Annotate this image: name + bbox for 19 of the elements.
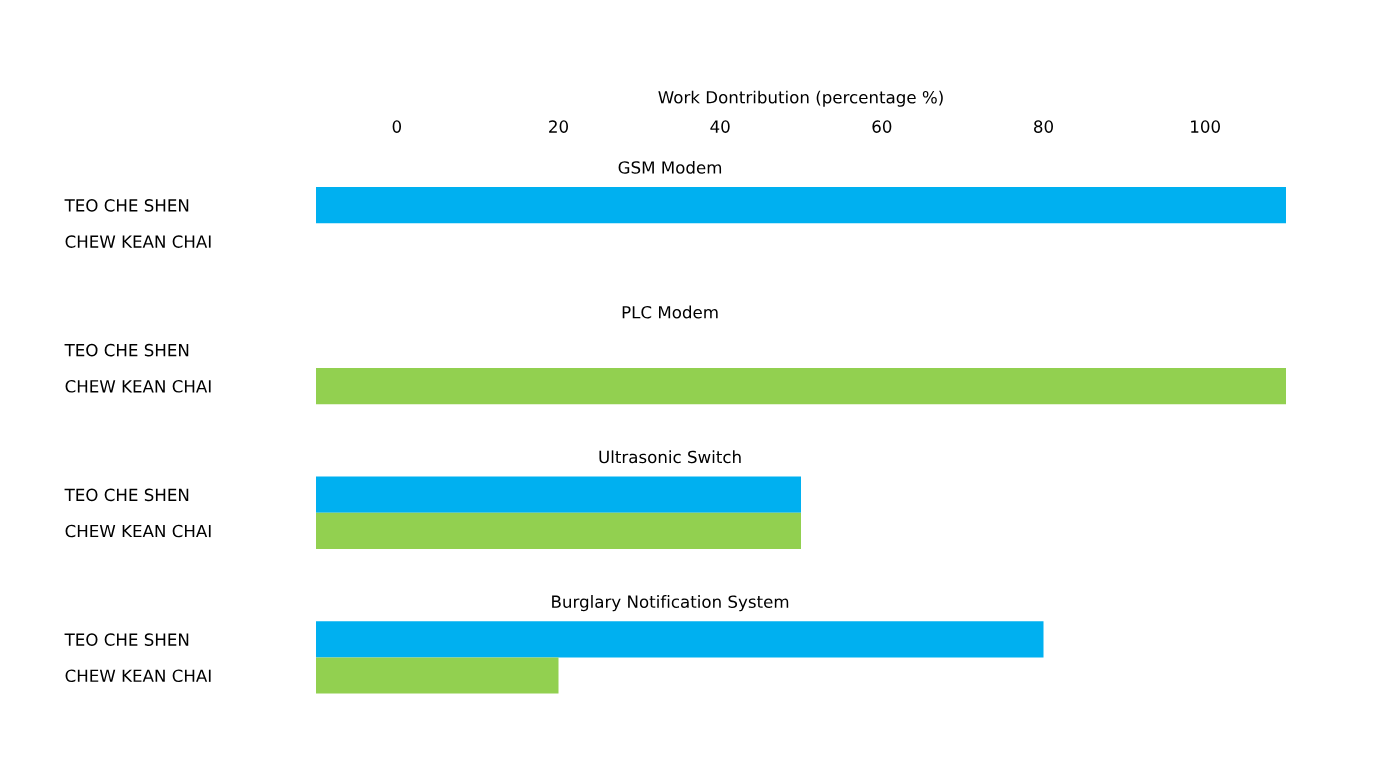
annotation: GSM Modem [618,160,722,174]
y-tick-label: TEO CHE SHEN [64,488,189,502]
y-tick-label: TEO CHE SHEN [64,343,189,357]
y-tick-label: TEO CHE SHEN [64,633,189,646]
annotation: Ultrasonic Switch [599,450,741,464]
annotation: PLC Modem [622,305,718,319]
x-tick-label: 60 [872,120,892,133]
x-axis-title: Work Dontribution (percentage %) [658,90,943,107]
y-tick-label: CHEW KEAN CHAI [65,669,211,683]
x-tick-label: 40 [710,120,730,133]
y-tick-label: TEO CHE SHEN [64,199,189,212]
y-tick-label: CHEW KEAN CHAI [65,524,211,538]
x-tick-label: 80 [1034,120,1053,133]
x-tick-label: 100 [1191,120,1220,133]
y-tick-label: CHEW KEAN CHAI [65,380,211,393]
x-tick-label: 20 [549,120,568,133]
x-tick-label: 0 [392,120,402,133]
annotation: Burglary Notification System [552,595,789,612]
y-tick-label: CHEW KEAN CHAI [65,235,211,248]
